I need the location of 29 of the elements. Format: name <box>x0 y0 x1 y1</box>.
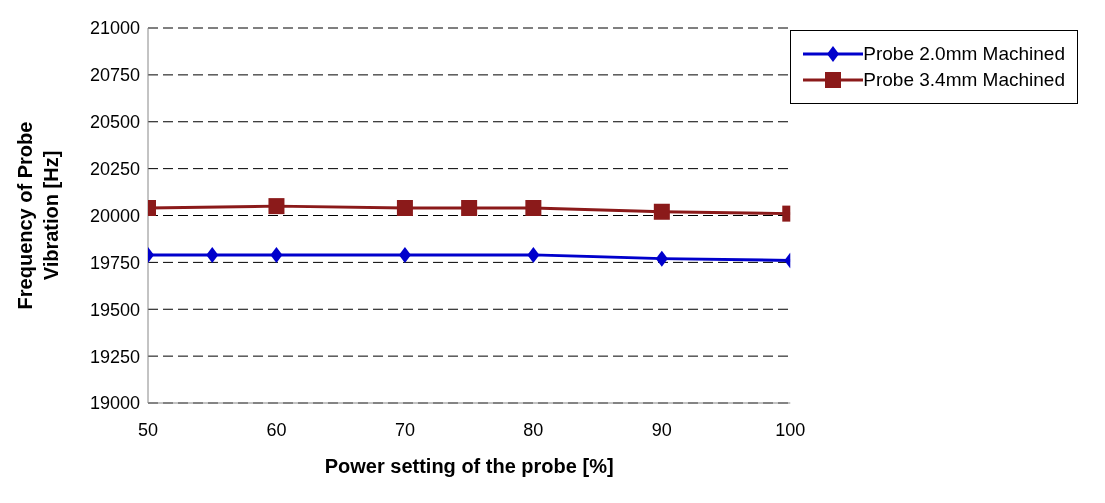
y-tick-label: 20000 <box>89 205 140 226</box>
y-axis-title: Frequency of Probe Vibration [Hz] <box>14 121 62 310</box>
x-tick-label: 80 <box>523 419 544 440</box>
point <box>398 246 411 263</box>
point <box>527 246 540 263</box>
x-axis-title: Power setting of the probe [%] <box>324 455 614 477</box>
y-tick-label: 20750 <box>89 65 140 86</box>
point <box>653 203 670 220</box>
legend-label: Probe 2.0mm Machined <box>863 43 1065 65</box>
legend-label: Probe 3.4mm Machined <box>863 69 1065 91</box>
point <box>396 200 413 216</box>
x-tick-label: 90 <box>651 419 672 440</box>
y-tick-label: 21000 <box>89 18 140 39</box>
y-tick-label: 19250 <box>89 346 140 367</box>
point <box>655 250 668 267</box>
y-tick-label: 19500 <box>89 299 140 320</box>
point <box>206 246 219 263</box>
y-tick-label: 19750 <box>89 252 140 273</box>
y-tick-label: 19000 <box>89 393 140 414</box>
x-tick-label: 100 <box>775 419 806 440</box>
point <box>525 200 542 216</box>
x-tick-label: 70 <box>394 419 415 440</box>
y-tick-label: 20250 <box>89 159 140 180</box>
x-tick-label: 60 <box>266 419 287 440</box>
point <box>461 200 478 216</box>
x-tick-label: 50 <box>137 419 159 440</box>
point <box>270 246 283 263</box>
y-tick-label: 20500 <box>89 112 140 133</box>
point <box>268 198 285 215</box>
